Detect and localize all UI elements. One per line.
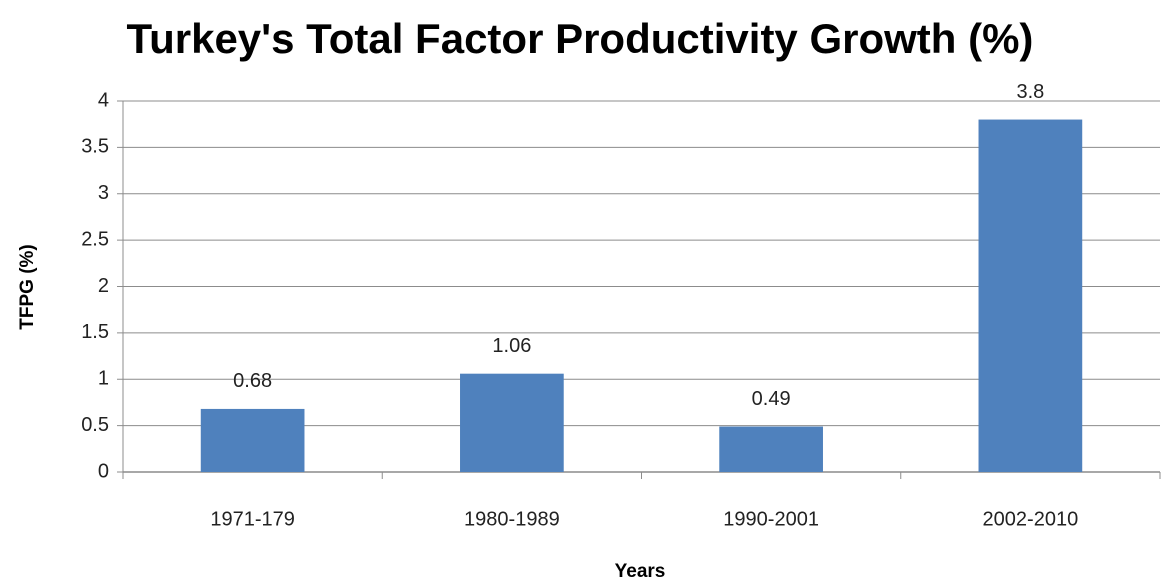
- bar: [978, 119, 1083, 473]
- y-tick-label: 1: [98, 368, 109, 390]
- bar: [460, 373, 564, 472]
- x-tick-label: 1980-1989: [464, 508, 560, 530]
- x-tick-label: 1990-2001: [723, 508, 819, 530]
- data-label: 1.06: [492, 335, 531, 357]
- x-axis-title: Years: [615, 561, 666, 582]
- y-tick-label: 3: [98, 182, 109, 204]
- y-tick-label: 2.5: [81, 228, 109, 250]
- x-tick-label: 2002-2010: [983, 508, 1079, 530]
- y-tick-label: 1.5: [81, 321, 109, 343]
- data-label: 0.68: [233, 370, 272, 392]
- y-tick-label: 0.5: [81, 414, 109, 436]
- y-tick-label: 0: [98, 460, 109, 482]
- y-tick-label: 3.5: [81, 136, 109, 158]
- x-tick-label: 1971-179: [210, 508, 295, 530]
- y-axis-title: TFPG (%): [17, 244, 38, 330]
- y-tick-label: 2: [98, 275, 109, 297]
- data-label: 3.8: [1016, 81, 1044, 103]
- bar: [200, 408, 305, 472]
- y-tick-label: 4: [98, 89, 109, 111]
- data-label: 0.49: [752, 388, 791, 410]
- chart-title: Turkey's Total Factor Productivity Growt…: [127, 15, 1034, 62]
- bar: [719, 426, 823, 472]
